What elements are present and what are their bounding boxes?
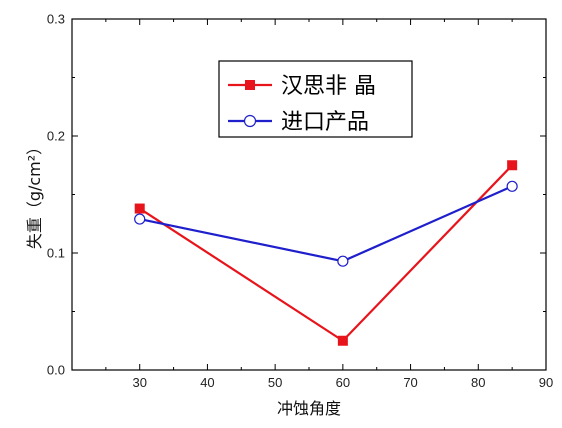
legend-label-0: 汉思非 晶 [281,74,376,99]
legend-label-1: 进口产品 [281,110,369,135]
legend-marker-1 [243,114,257,128]
x-axis-label: 冲蚀角度 [277,399,341,418]
y-tick-label: 0.3 [47,12,65,27]
x-tick-label: 50 [268,375,282,390]
series-layer [134,160,518,346]
y-tick-label: 0.2 [47,129,65,144]
x-tick-label: 60 [336,375,350,390]
legend-marker-0 [245,80,255,90]
data-point [134,213,146,225]
x-axis: 30 40 50 60 70 80 90 [105,19,553,390]
x-tick-label: 40 [200,375,214,390]
data-point [337,255,349,267]
y-tick-label: 0.1 [47,246,65,261]
y-tick-label: 0.0 [47,363,65,378]
data-point [506,180,518,192]
data-point [507,160,518,171]
x-tick-label: 80 [471,375,485,390]
legend: 汉思非 晶 进口产品 [218,60,413,138]
data-point [134,203,145,214]
series-line-0 [139,164,513,343]
x-tick-label: 90 [539,375,553,390]
x-tick-label: 30 [132,375,146,390]
x-tick-label: 70 [403,375,417,390]
y-axis-label: 失重（g/cm²） [25,139,44,249]
y-axis: 0.0 0.1 0.2 0.3 [47,12,546,378]
data-point [337,335,348,346]
